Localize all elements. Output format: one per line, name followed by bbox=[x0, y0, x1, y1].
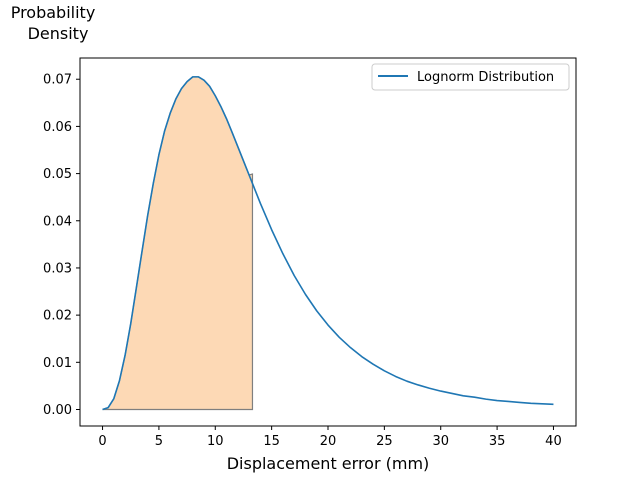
y-tick-label: 0.01 bbox=[43, 356, 72, 371]
legend-entry-label: Lognorm Distribution bbox=[417, 70, 554, 85]
y-tick-label: 0.03 bbox=[43, 261, 72, 276]
x-tick-label: 5 bbox=[155, 434, 163, 449]
x-tick-label: 10 bbox=[207, 434, 224, 449]
series-line-layer bbox=[102, 76, 554, 411]
legend-box bbox=[371, 63, 570, 91]
x-tick-label: 25 bbox=[376, 434, 393, 449]
y-tick-label: 0.05 bbox=[43, 167, 72, 182]
x-tick-label: 0 bbox=[98, 434, 106, 449]
x-tick-label: 15 bbox=[263, 434, 280, 449]
y-tick-label: 0.07 bbox=[43, 73, 72, 88]
x-axis-label: Displacement error (mm) bbox=[227, 454, 430, 473]
y-ticks: 0.00 0.01 0.02 0.03 0.04 0.05 0.06 0.07 bbox=[43, 73, 80, 418]
x-tick-label: 20 bbox=[320, 434, 337, 449]
x-tick-label: 40 bbox=[545, 434, 562, 449]
y-axis-label-line-1: Probability bbox=[11, 3, 96, 22]
x-ticks: 0 5 10 15 20 25 30 35 40 bbox=[98, 426, 562, 449]
x-tick-label: 30 bbox=[432, 434, 449, 449]
series-line-lognorm bbox=[102, 76, 554, 411]
y-axis-label-line-2: Density bbox=[28, 24, 89, 43]
x-tick-label: 35 bbox=[489, 434, 506, 449]
y-tick-label: 0.00 bbox=[43, 403, 72, 418]
y-tick-label: 0.06 bbox=[43, 120, 72, 135]
y-tick-label: 0.04 bbox=[43, 214, 72, 229]
legend: Lognorm Distribution bbox=[371, 63, 570, 91]
y-tick-label: 0.02 bbox=[43, 309, 72, 324]
